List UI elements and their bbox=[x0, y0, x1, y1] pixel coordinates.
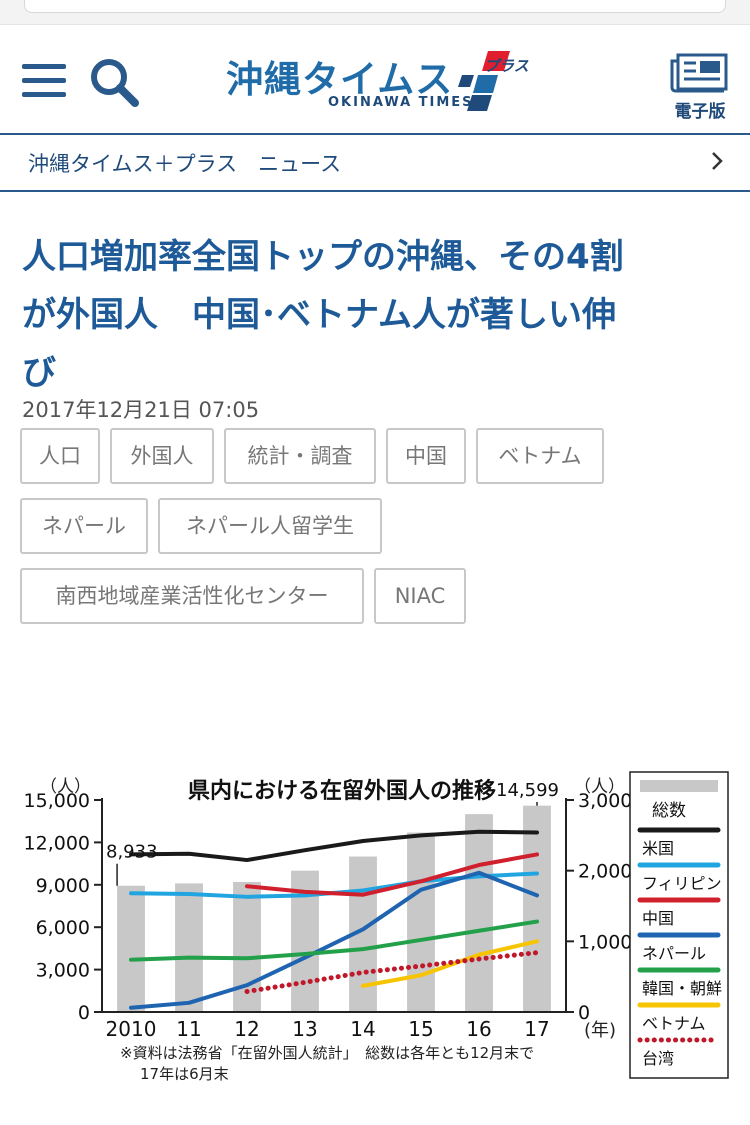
x-axis-tick-label: 12 bbox=[234, 1017, 259, 1041]
legend-label: ネパール bbox=[642, 944, 706, 963]
tag-china[interactable]: 中国 bbox=[386, 428, 466, 484]
x-axis-tick-label: 14 bbox=[350, 1017, 375, 1041]
x-axis-unit: (年) bbox=[584, 1020, 616, 1041]
logo-plus-mark-icon bbox=[458, 51, 510, 111]
bar-total bbox=[117, 885, 145, 1012]
annotation-label: 8,933 bbox=[106, 842, 158, 863]
left-axis-tick-label: 0 bbox=[78, 1002, 90, 1024]
logo-plus-text: プラス bbox=[484, 57, 529, 75]
right-axis-tick-label: 3,000 bbox=[578, 790, 632, 812]
tag-statistics[interactable]: 統計・調査 bbox=[224, 428, 376, 484]
legend-label: 台湾 bbox=[642, 1049, 674, 1068]
article-title-line: 人口増加率全国トップの沖縄、その4割 bbox=[22, 237, 624, 277]
x-axis-tick-label: 11 bbox=[176, 1017, 201, 1041]
x-axis-tick-label: 15 bbox=[408, 1017, 433, 1041]
legend-label: 米国 bbox=[642, 839, 674, 858]
breadcrumb-text: 沖縄タイムス＋プラス ニュース bbox=[28, 152, 342, 176]
chart-note-line: 17年は6月末 bbox=[140, 1065, 229, 1083]
logo-subtitle: OKINAWA TIMES bbox=[328, 95, 474, 110]
browser-top-strip bbox=[0, 0, 750, 24]
series-line bbox=[129, 870, 539, 1010]
article-title-line: が外国人 中国･ベトナム人が著しい伸 bbox=[22, 295, 616, 335]
article-title-line: び bbox=[22, 353, 56, 393]
tag-niac-center[interactable]: 南西地域産業活性化センター bbox=[20, 568, 364, 624]
bar-total bbox=[523, 805, 551, 1012]
bar-total bbox=[175, 883, 203, 1012]
legend-label: ベトナム bbox=[642, 1014, 706, 1033]
newspaper-icon bbox=[670, 53, 728, 93]
site-logo[interactable]: 沖縄タイムス OKINAWA TIMES プラス bbox=[222, 47, 529, 119]
right-axis-tick-label: 2,000 bbox=[578, 861, 632, 883]
bar-total bbox=[407, 832, 435, 1012]
article-date: 2017年12月21日 07:05 bbox=[22, 398, 260, 422]
tag-vietnam[interactable]: ベトナム bbox=[476, 428, 604, 484]
series-line bbox=[129, 829, 539, 863]
tag-nepal[interactable]: ネパール bbox=[20, 498, 148, 554]
x-axis-tick-label: 13 bbox=[292, 1017, 317, 1041]
digital-edition-button[interactable]: 電子版 bbox=[668, 51, 732, 122]
left-axis-tick-label: 12,000 bbox=[24, 832, 90, 854]
x-axis-tick-label: 16 bbox=[466, 1017, 491, 1041]
series-line bbox=[244, 950, 540, 995]
legend-label: フィリピン bbox=[642, 874, 722, 893]
left-axis-tick-label: 6,000 bbox=[36, 917, 90, 939]
site-header: 沖縄タイムス OKINAWA TIMES プラス 電子版 bbox=[0, 24, 750, 135]
search-icon[interactable] bbox=[88, 56, 140, 108]
x-axis-tick-label: 2010 bbox=[106, 1017, 157, 1041]
series-line bbox=[245, 852, 539, 897]
left-axis-tick-label: 15,000 bbox=[24, 790, 90, 812]
right-axis-tick-label: 0 bbox=[578, 1002, 590, 1024]
breadcrumb[interactable]: 沖縄タイムス＋プラス ニュース bbox=[0, 134, 750, 192]
series-line bbox=[129, 919, 539, 962]
tag-niac[interactable]: NIAC bbox=[374, 568, 466, 624]
legend-swatch-total bbox=[640, 780, 718, 792]
article-title: 人口増加率全国トップの沖縄、その4割 が外国人 中国･ベトナム人が著しい伸 び bbox=[22, 228, 728, 402]
legend-label: 総数 bbox=[652, 801, 686, 821]
left-axis-unit: （人） bbox=[40, 777, 91, 797]
tag-population[interactable]: 人口 bbox=[20, 428, 100, 484]
chevron-right-icon bbox=[712, 152, 723, 170]
logo-text: 沖縄タイムス bbox=[226, 58, 454, 101]
bar-total bbox=[465, 814, 493, 1012]
chart-note-line: ※資料は法務省「在留外国人統計」 総数は各年とも12月末で bbox=[120, 1044, 534, 1062]
series-line bbox=[361, 939, 539, 988]
x-axis-tick-label: 17 bbox=[524, 1017, 549, 1041]
tag-foreigners[interactable]: 外国人 bbox=[110, 428, 214, 484]
chart-legend bbox=[629, 771, 729, 1079]
legend-label: 中国 bbox=[642, 909, 674, 928]
digital-edition-label: 電子版 bbox=[674, 102, 726, 122]
foreign-residents-chart: 0 3,000 6,000 9,000 12,000 15,000 0 1,000 2,000 3… bbox=[24, 771, 729, 1083]
chart-title: 県内における在留外国人の推移 bbox=[188, 778, 496, 804]
legend-label: 韓国・朝鮮 bbox=[642, 979, 722, 998]
right-axis-tick-label: 1,000 bbox=[578, 931, 632, 953]
left-axis-tick-label: 3,000 bbox=[36, 960, 90, 982]
right-axis-unit: （人） bbox=[574, 777, 625, 797]
hamburger-menu-icon[interactable] bbox=[22, 64, 66, 98]
annotation-label: 14,599 bbox=[496, 780, 559, 801]
tag-nepali-students[interactable]: ネパール人留学生 bbox=[158, 498, 382, 554]
left-axis-tick-label: 9,000 bbox=[36, 875, 90, 897]
